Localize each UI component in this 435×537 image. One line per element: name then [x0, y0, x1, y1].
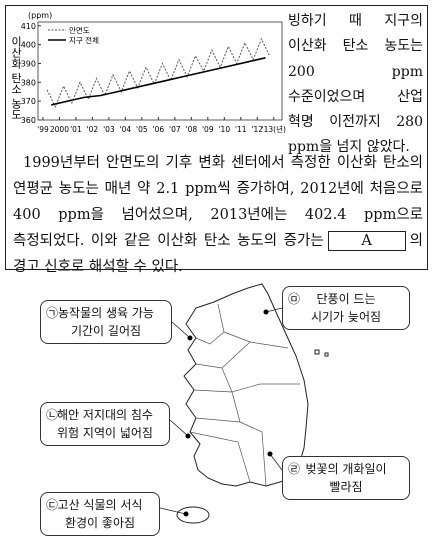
- callout-line: 벚꽃의 개화일이: [305, 462, 387, 476]
- legend-label: 안면도: [69, 25, 90, 35]
- province-border: [195, 417, 241, 423]
- x-tick-label: '09: [202, 125, 214, 134]
- x-tick-label: '13(년): [262, 124, 286, 134]
- x-tick-label: '04: [120, 125, 132, 134]
- series-line: [46, 37, 271, 109]
- callout-line: 환경이 좋아짐: [64, 516, 136, 530]
- callout-marker: ㉠: [46, 306, 59, 320]
- unit-label: (ppm): [28, 11, 52, 20]
- callout-leader: [169, 419, 189, 437]
- x-tick-label: 2000: [50, 125, 69, 134]
- callout-line: 위험 지역이 넓어짐: [57, 426, 153, 440]
- callout-leader: [171, 321, 191, 339]
- x-tick-label: '03: [103, 125, 115, 134]
- y-tick-label: 390: [21, 59, 36, 68]
- province-border: [189, 431, 251, 483]
- paragraph-text: 의 경고 신호로 해석할 수 있다.: [13, 233, 423, 275]
- callout-marker: ㉣: [288, 462, 301, 476]
- paragraph: 1999년부터 안면도의 기후 변화 센터에서 측정한 이산화 탄소의 연평균 …: [13, 150, 423, 280]
- dokdo: [324, 352, 329, 357]
- province-border: [221, 367, 300, 393]
- mainland: [183, 283, 309, 487]
- y-tick-label: 370: [21, 97, 36, 106]
- callout-dot: [187, 335, 193, 341]
- chart: (ppm) 이산화 탄소 농도 360 370 380 390 400 410 '99 200…: [10, 11, 287, 134]
- callout-leader: [269, 453, 283, 471]
- x-tick-label: '05: [136, 125, 148, 134]
- callout-marker: ㉡: [46, 408, 59, 422]
- legend-label: 지구 전체: [69, 35, 99, 45]
- x-tick-label: '10: [218, 125, 230, 134]
- paragraph-text: 1999년부터 안면도의 기후 변화 센터에서 측정한 이산화 탄소의 연평균 …: [13, 155, 423, 249]
- y-tick-label: 380: [21, 78, 36, 87]
- y-tick-label: 400: [21, 41, 36, 50]
- intro-text: 빙하기 때 지구의 이산화 탄소 농도는 200 ppm 수준이었으며 산업 혁…: [288, 13, 423, 156]
- callout-dot: [263, 309, 269, 315]
- callout-line: 해안 저지대의 침수: [57, 408, 153, 422]
- callout-leader: [159, 507, 187, 515]
- y-axis-title: 이산화 탄소 농도: [10, 36, 23, 120]
- map: [159, 283, 329, 524]
- x-tick-label: '12: [251, 125, 263, 134]
- plot-frame: [37, 21, 283, 121]
- callout-line: 단풍이 드는: [316, 292, 376, 306]
- callout-dot: [183, 511, 189, 517]
- question-box: [5, 5, 428, 270]
- x-tick-label: '07: [169, 125, 181, 134]
- x-tick-label: '11: [235, 125, 247, 134]
- x-tick-label: '99: [37, 125, 49, 134]
- callout-leader: [265, 307, 283, 313]
- y-tick-label: 410: [21, 22, 36, 31]
- jeju-island: [176, 506, 210, 524]
- callout-line: 빨라짐: [329, 480, 363, 494]
- callout-line: 고산 식물의 서식: [57, 498, 143, 512]
- y-tick-label: 360: [21, 116, 36, 125]
- x-tick-label: '06: [153, 125, 165, 134]
- ulleung-island: [314, 349, 320, 355]
- x-tick-label: '02: [87, 125, 99, 134]
- callout-dot: [185, 433, 191, 439]
- callout-marker: ㉤: [288, 292, 301, 306]
- series-line: [51, 57, 266, 106]
- province-border: [195, 303, 225, 345]
- callout-marker: ㉢: [46, 498, 59, 512]
- callout-dot: [267, 451, 273, 457]
- callout-line: 기간이 길어짐: [70, 324, 142, 338]
- callout-line: 농작물의 생육 가능: [58, 306, 154, 320]
- x-tick-label: '08: [186, 125, 198, 134]
- x-tick-label: '01: [70, 125, 82, 134]
- blank-box: A: [327, 231, 406, 251]
- callout-line: 시기가 늦어짐: [310, 310, 382, 324]
